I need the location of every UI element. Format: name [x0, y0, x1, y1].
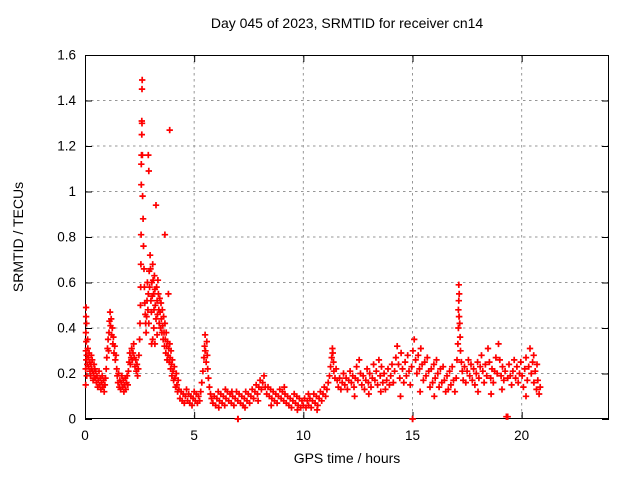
x-tick-label: 5: [190, 428, 198, 443]
y-tick-label: 1: [68, 184, 76, 199]
y-tick-label: 0.2: [57, 366, 76, 381]
x-tick-label: 20: [514, 428, 529, 443]
y-tick-label: 1.6: [57, 48, 76, 63]
chart-title: Day 045 of 2023, SRMTID for receiver cn1…: [210, 15, 484, 31]
y-tick-label: 0.4: [57, 321, 76, 336]
y-axis-label: SRMTID / TECUs: [10, 181, 26, 293]
y-tick-label: 0.8: [57, 230, 76, 245]
y-tick-label: 1.2: [57, 139, 76, 154]
y-tick-label: 1.4: [57, 93, 76, 108]
x-tick-label: 10: [296, 428, 311, 443]
x-tick-label: 0: [81, 428, 89, 443]
data-points: [82, 76, 544, 423]
y-tick-label: 0: [68, 412, 76, 427]
x-tick-label: 15: [405, 428, 420, 443]
y-tick-label: 0.6: [57, 275, 76, 290]
x-axis-label: GPS time / hours: [293, 450, 401, 466]
